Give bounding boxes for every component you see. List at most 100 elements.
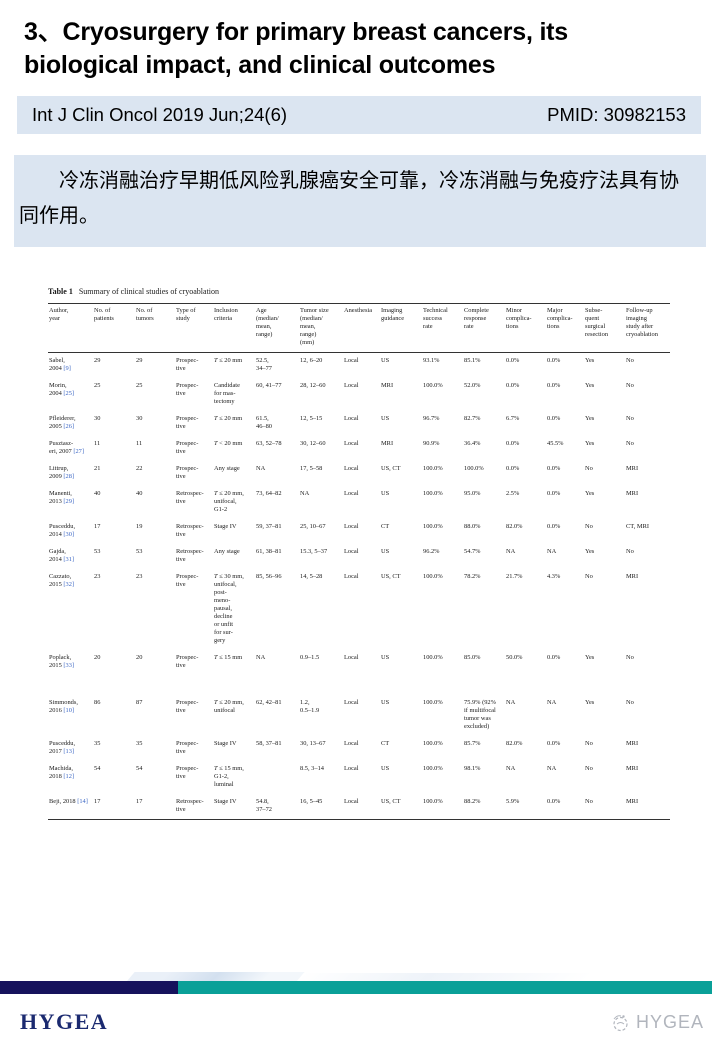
cell-imaging: US [381, 765, 390, 772]
cell-resection: Yes [585, 382, 595, 389]
cell-patients: 86 [94, 699, 101, 706]
cell-author-year: Beji, 2018 [14] [49, 798, 88, 805]
cell-complete: 95.0% [464, 490, 481, 497]
cell-type: Prospec- tive [176, 440, 199, 455]
cell-anesthesia: Local [344, 740, 359, 747]
cell-imaging: US, CT [381, 465, 401, 472]
cell-inclusion: T ≤ 20 mm [214, 415, 243, 422]
cell-patients: 23 [94, 573, 101, 580]
cell-anesthesia: Local [344, 654, 359, 661]
cell-resection: Yes [585, 699, 595, 706]
cell-major: 4.3% [547, 573, 561, 580]
table-row: Beji, 2018 [14] 17 17 Retrospec- tive Stage … [48, 794, 670, 820]
cell-patients: 35 [94, 740, 101, 747]
cell-tumors: 30 [136, 415, 143, 422]
col-author-year: Author, year [48, 303, 93, 353]
cell-resection: Yes [585, 548, 595, 555]
cell-imaging: US [381, 654, 390, 661]
cell-minor: 2.5% [506, 490, 520, 497]
cell-followup: No [626, 415, 634, 422]
cell-type: Prospec- tive [176, 382, 199, 397]
table-caption-text: Summary of clinical studies of cryoablat… [78, 287, 220, 296]
cell-age: 59, 37–81 [256, 523, 282, 530]
cell-inclusion: Stage IV [214, 798, 237, 805]
cell-followup: MRI [626, 465, 639, 472]
cell-author-year: Littrup, 2009 [28] [49, 465, 75, 480]
cell-patients: 21 [94, 465, 101, 472]
cell-size: 17, 5–58 [300, 465, 323, 472]
cell-tumors: 25 [136, 382, 143, 389]
cell-inclusion: Any stage [214, 465, 240, 472]
hygea-watermark-globe-icon [613, 1015, 628, 1032]
cell-minor: 50.0% [506, 654, 523, 661]
cell-author-year: Gajda, 2014 [31] [49, 548, 75, 563]
cell-complete: 88.0% [464, 523, 481, 530]
cell-complete: 85.0% [464, 654, 481, 661]
reference-link: [31] [63, 556, 75, 563]
cell-resection: Yes [585, 490, 595, 497]
cell-resection: Yes [585, 415, 595, 422]
clinical-studies-table: Author, year No. of patients No. of tumo… [48, 303, 670, 820]
cell-patients: 17 [94, 523, 101, 530]
cell-inclusion: Stage IV [214, 740, 237, 747]
col-minor-complications: Minor complica- tions [505, 303, 546, 353]
col-age: Age (median/ mean, range) [255, 303, 299, 353]
cell-complete: 75.9% (92% if multifocal tumor was exclu… [464, 699, 496, 730]
cell-inclusion: T < 20 mm [214, 440, 243, 447]
cell-minor: NA [506, 765, 516, 772]
cell-followup: No [626, 548, 634, 555]
cell-inclusion: T ≤ 15 mm, G1-2, luminal [214, 765, 244, 788]
cell-resection: No [585, 740, 593, 747]
table-row: Poplack, 2015 [33] 20 20 Prospec- tive T ≤ 1… [48, 650, 670, 675]
cell-major: 0.0% [547, 740, 561, 747]
cell-major: 45.5% [547, 440, 564, 447]
col-technical-success: Technical success rate [422, 303, 463, 353]
cell-imaging: US [381, 490, 390, 497]
cell-technical: 100.0% [423, 465, 443, 472]
table-row: Sabel, 2004 [9] 29 29 Prospec- tive T ≤ 20 m… [48, 353, 670, 379]
cell-type: Prospec- tive [176, 765, 199, 780]
cell-author-year: Pfleiderer, 2005 [26] [49, 415, 76, 430]
cell-resection: No [585, 523, 593, 530]
cell-complete: 78.2% [464, 573, 481, 580]
col-followup-imaging: Follow-up imaging study after cryoablati… [625, 303, 670, 353]
cell-author-year: Simmonds, 2016 [10] [49, 699, 78, 714]
cell-author-year: Pusztasz- eri, 2007 [27] [49, 440, 84, 455]
cell-followup: CT, MRI [626, 523, 649, 530]
reference-link: [13] [63, 748, 75, 755]
cell-major: 0.0% [547, 490, 561, 497]
cell-size: 30, 12–60 [300, 440, 326, 447]
cell-anesthesia: Local [344, 765, 359, 772]
cell-age: 54.8, 37–72 [256, 798, 272, 813]
col-type-of-study: Type of study [175, 303, 213, 353]
cell-major: 0.0% [547, 523, 561, 530]
cell-author-year: Pusceddu, 2017 [13] [49, 740, 76, 755]
footer-bar-navy [0, 981, 178, 994]
cell-tumors: 17 [136, 798, 143, 805]
cell-major: 0.0% [547, 357, 561, 364]
cell-author-year: Morin, 2004 [25] [49, 382, 75, 397]
reference-link: [32] [63, 581, 75, 588]
cell-tumors: 87 [136, 699, 143, 706]
cell-imaging: US [381, 699, 390, 706]
cell-minor: 0.0% [506, 465, 520, 472]
cell-major: 0.0% [547, 415, 561, 422]
cell-imaging: US, CT [381, 798, 401, 805]
table-row: Pusceddu, 2017 [13] 35 35 Prospec- tive Stag… [48, 736, 670, 761]
table-header: Author, year No. of patients No. of tumo… [48, 303, 670, 353]
cell-complete: 54.7% [464, 548, 481, 555]
cell-size: 30, 13–67 [300, 740, 326, 747]
cell-followup: No [626, 357, 634, 364]
col-no-patients: No. of patients [93, 303, 135, 353]
cell-followup: MRI [626, 798, 639, 805]
cell-anesthesia: Local [344, 382, 359, 389]
cell-resection: Yes [585, 654, 595, 661]
cell-followup: MRI [626, 490, 639, 497]
cell-complete: 82.7% [464, 415, 481, 422]
cell-patients: 40 [94, 490, 101, 497]
table-caption-label: Table 1 [48, 287, 73, 296]
cell-inclusion: Candidate for mas- tectomy [214, 382, 240, 405]
hygea-logo: HYGEA [20, 1009, 109, 1034]
col-no-tumors: No. of tumors [135, 303, 175, 353]
cell-age: 61.5, 46–80 [256, 415, 272, 430]
